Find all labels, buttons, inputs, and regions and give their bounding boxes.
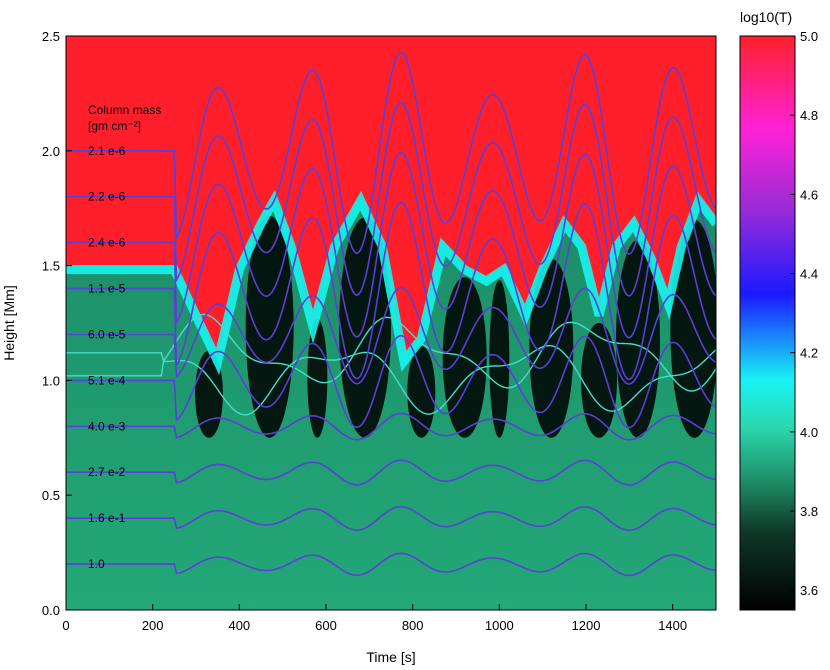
contour-label: 1.6 e-1 [88,511,126,525]
contour-label: 2.7 e-2 [88,465,126,479]
cool-column [407,345,436,438]
colorbar-tick-label: 3.8 [800,504,818,519]
contour-label: 6.0 e-5 [88,327,126,341]
colorbar-tick-label: 5.0 [800,29,818,44]
x-tick-label: 0 [62,618,69,633]
x-tick-label: 800 [402,618,424,633]
contour-line [66,505,716,532]
colorbar-ticks: 3.6 3.8 4.0 4.2 4.4 4.6 4.8 5.0 [790,29,818,598]
y-tick-label: 1.0 [42,373,60,388]
contour-label: 1.1 e-5 [88,282,126,296]
x-tick-label: 1400 [658,618,687,633]
x-tick-label: 600 [315,618,337,633]
contour-line [66,286,716,385]
cool-column [489,279,510,438]
contour-label: 1.0 [88,557,105,571]
cool-column [245,215,294,438]
column-mass-contours: 2.1 e-6 2.2 e-6 2.4 e-6 1.1 e-5 6.0 e-5 5.1 e… [66,52,716,577]
contour-label: 4.0 e-3 [88,419,126,433]
shock-line [66,344,716,416]
column-mass-annotation: Column mass [gm cm⁻²] [88,103,161,133]
cool-column [529,258,574,438]
x-tick-label: 200 [142,618,164,633]
cool-column [195,350,223,438]
colorbar: log10(T) 3.6 3.8 4.0 4.2 4.4 4.6 4.8 5.0 [739,9,818,611]
y-axis-label: Height [Mm] [1,285,17,360]
y-tick-label: 1.5 [42,259,60,274]
colorbar-label: log10(T) [740,9,792,25]
colorbar-tick-label: 3.6 [800,583,818,598]
colorbar-tick-label: 4.4 [800,267,818,282]
x-tick-label: 1200 [572,618,601,633]
y-tick-label: 0.0 [42,603,60,618]
y-tick-label: 0.5 [42,488,60,503]
x-axis-label: Time [s] [366,649,415,665]
contour-line [66,459,716,486]
contour-line [66,151,716,339]
contour-label: 2.1 e-6 [88,144,126,158]
contour-line [66,201,716,381]
x-axis: 0 200 400 600 800 1000 1200 1400 [62,604,687,633]
contour-line [66,334,716,429]
corona-region [66,36,716,358]
contour-line [66,101,716,297]
cool-columns [195,215,716,438]
contour-line [66,52,716,256]
contour-label: 5.1 e-4 [88,373,126,387]
y-axis: 0.0 0.5 1.0 1.5 2.0 2.5 [42,29,72,618]
plot-frame [65,35,717,611]
contour-label: 2.4 e-6 [88,236,126,250]
colorbar-tick-label: 4.8 [800,108,818,123]
plot-area: 2.1 e-6 2.2 e-6 2.4 e-6 1.1 e-5 6.0 e-5 5.1 e… [66,36,716,610]
y-tick-label: 2.0 [42,144,60,159]
x-tick-label: 1000 [485,618,514,633]
cool-column [581,323,617,438]
colorbar-gradient [739,35,796,611]
x-tick-label: 400 [228,618,250,633]
contour-line [66,552,716,577]
y-tick-label: 2.5 [42,29,60,44]
colorbar-tick-label: 4.0 [800,425,818,440]
cool-column [307,318,328,438]
colorbar-tick-label: 4.2 [800,346,818,361]
contour-label: 2.2 e-6 [88,190,126,204]
annotation-title-line2: [gm cm⁻²] [88,119,141,133]
annotation-title-line1: Column mass [88,103,161,117]
contour-line [66,412,716,441]
colorbar-tick-label: 4.6 [800,187,818,202]
